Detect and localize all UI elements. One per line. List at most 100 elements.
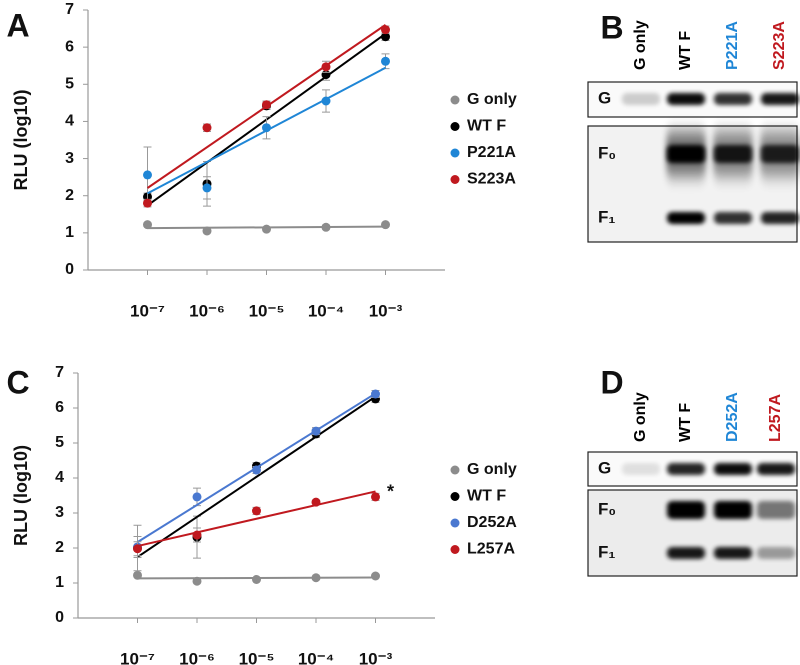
data-point	[252, 465, 261, 475]
y-tick-label: 1	[55, 574, 64, 591]
legend-marker	[450, 518, 460, 528]
legend-label: S223A	[467, 171, 516, 188]
blot-band	[667, 93, 705, 105]
data-point	[202, 183, 212, 193]
y-tick-label: 1	[65, 224, 74, 241]
legend-marker	[450, 492, 460, 501]
data-point	[371, 389, 380, 399]
data-point	[262, 100, 271, 110]
row-label: F₁	[598, 207, 615, 226]
blot-band	[714, 145, 752, 163]
panel-letter: A	[6, 7, 29, 43]
x-tick-label: 10⁻⁷	[130, 301, 165, 320]
row-label: G	[598, 88, 611, 107]
data-point	[143, 170, 152, 180]
y-axis-label: RLU (log10)	[11, 89, 31, 190]
row-label: F₀	[598, 499, 616, 518]
y-axis-label: RLU (log10)	[11, 445, 31, 546]
lane-label: WT F	[677, 31, 694, 70]
data-point	[133, 544, 142, 554]
lane-label: D252A	[724, 392, 741, 442]
data-point	[143, 198, 152, 208]
legend-marker	[450, 175, 460, 184]
blot-band	[622, 93, 660, 105]
blot-band	[761, 93, 799, 105]
x-tick-label: 10⁻⁵	[239, 649, 275, 665]
blot-band	[667, 463, 705, 475]
blot-band	[757, 547, 795, 559]
blot-band	[622, 463, 660, 475]
legend-label: G only	[467, 91, 517, 108]
blot-band	[757, 463, 795, 475]
y-tick-label: 5	[65, 76, 74, 93]
data-point	[202, 226, 212, 236]
x-tick-label: 10⁻⁴	[298, 649, 334, 665]
x-tick-label: 10⁻³	[369, 301, 403, 320]
y-tick-label: 7	[65, 1, 74, 18]
blot-band	[667, 501, 705, 519]
data-point	[133, 570, 142, 580]
trend-line	[136, 395, 377, 558]
lane-label: S223A	[771, 21, 788, 70]
data-point	[321, 222, 331, 232]
data-point	[192, 530, 202, 540]
data-point	[381, 32, 390, 42]
legend-marker	[450, 465, 460, 475]
legend-marker	[450, 148, 460, 158]
legend-marker	[450, 545, 460, 554]
annotation: *	[387, 482, 394, 502]
data-point	[311, 497, 321, 507]
blot-band	[761, 212, 799, 224]
lane-label: P221A	[724, 21, 741, 70]
data-point	[192, 492, 202, 502]
lane-label: G only	[632, 392, 649, 442]
blot-band	[714, 463, 752, 475]
y-tick-label: 5	[55, 434, 64, 451]
y-tick-label: 2	[55, 539, 64, 556]
blot-band	[714, 212, 752, 224]
x-tick-label: 10⁻⁶	[189, 301, 225, 320]
y-tick-label: 4	[65, 113, 74, 130]
trend-line	[137, 490, 376, 548]
x-tick-label: 10⁻⁷	[120, 649, 155, 665]
data-point	[143, 220, 152, 230]
y-tick-label: 2	[65, 187, 74, 204]
row-label: G	[598, 458, 611, 477]
data-point	[311, 426, 321, 436]
row-label: F₀	[598, 143, 616, 162]
legend-label: WT F	[467, 488, 506, 505]
y-tick-label: 7	[55, 364, 64, 381]
legend-marker	[450, 95, 460, 105]
data-point	[371, 492, 380, 502]
data-point	[311, 573, 321, 583]
legend-label: WT F	[467, 118, 506, 135]
data-point	[381, 56, 390, 66]
lane-label: L257A	[767, 394, 784, 442]
y-tick-label: 0	[65, 261, 74, 278]
blot-band	[714, 501, 752, 519]
x-tick-label: 10⁻⁴	[308, 301, 344, 320]
legend-marker	[450, 122, 460, 131]
blot-band	[714, 547, 752, 559]
legend-label: P221A	[467, 144, 516, 161]
legend-label: D252A	[467, 514, 517, 531]
data-point	[202, 123, 212, 133]
panel-letter: B	[600, 9, 623, 45]
data-point	[321, 96, 331, 106]
data-point	[262, 123, 271, 133]
lane-label: G only	[632, 20, 649, 70]
data-point	[192, 576, 202, 586]
y-tick-label: 6	[65, 38, 74, 55]
y-tick-label: 6	[55, 399, 64, 416]
blot-band	[761, 145, 799, 163]
y-tick-label: 3	[55, 504, 64, 521]
y-tick-label: 4	[55, 469, 64, 486]
blot-band	[667, 547, 705, 559]
x-tick-label: 10⁻⁶	[179, 649, 215, 665]
blot-band	[714, 93, 752, 105]
data-point	[381, 220, 390, 230]
blot-band	[667, 212, 705, 224]
data-point	[252, 575, 261, 584]
blot-band	[667, 145, 705, 163]
